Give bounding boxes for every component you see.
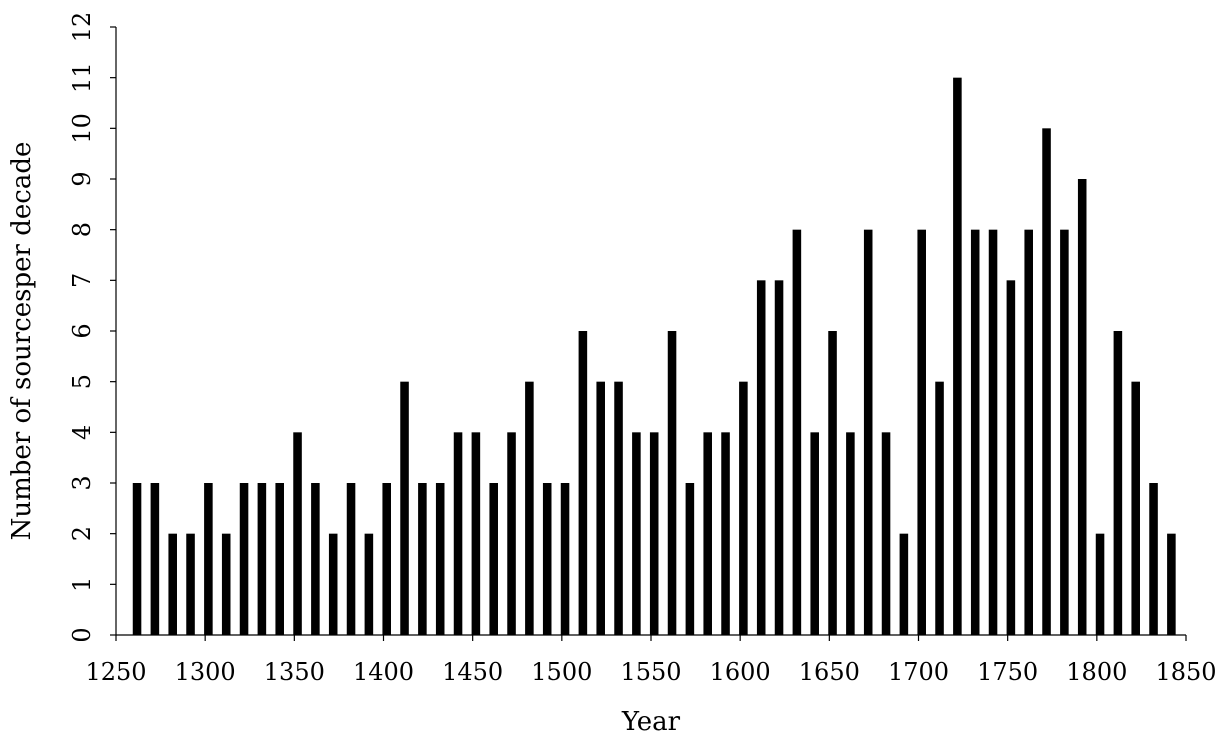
bar-1570 <box>685 483 695 635</box>
bar-1810 <box>1113 331 1123 635</box>
bar-1800 <box>1095 533 1105 635</box>
x-tick-label: 1550 <box>620 658 681 686</box>
y-tick-label: 0 <box>68 627 96 642</box>
x-axis-ticks: 1250 1300 1350 1400 1450 1500 1550 1600 1650 1700… <box>85 635 1217 686</box>
bar-1530 <box>614 381 623 635</box>
bar-1520 <box>596 381 605 635</box>
y-tick-label: 7 <box>68 273 96 288</box>
bar-1600 <box>739 381 748 635</box>
bar-1720 <box>953 77 962 636</box>
bar-1540 <box>632 432 641 635</box>
x-tick-label: 1350 <box>264 658 325 686</box>
bars-group <box>132 77 1176 636</box>
x-tick-label: 1750 <box>977 658 1038 686</box>
bar-1780 <box>1060 229 1069 636</box>
bar-1330 <box>257 483 267 635</box>
x-tick-label: 1450 <box>442 658 503 686</box>
y-tick-label: 8 <box>68 222 96 237</box>
bar-1440 <box>453 432 463 635</box>
x-tick-label: 1400 <box>353 658 414 686</box>
bar-1460 <box>489 483 498 635</box>
bar-1760 <box>1024 229 1033 636</box>
x-tick-label: 1800 <box>1066 658 1127 686</box>
bar-1710 <box>935 381 944 635</box>
bar-1270 <box>150 483 160 635</box>
bar-1640 <box>810 432 819 635</box>
y-tick-label: 12 <box>68 12 96 43</box>
bar-1740 <box>988 229 998 636</box>
y-tick-label: 10 <box>68 113 96 144</box>
bar-1750 <box>1006 280 1016 635</box>
bar-1650 <box>828 331 837 635</box>
bar-1360 <box>311 483 320 635</box>
x-tick-label: 1250 <box>85 658 146 686</box>
bar-1380 <box>346 483 356 635</box>
x-tick-label: 1850 <box>1155 658 1216 686</box>
bar-1660 <box>846 432 855 635</box>
bar-1560 <box>667 331 677 635</box>
y-tick-label: 2 <box>68 526 96 541</box>
bar-1620 <box>774 280 784 635</box>
bar-1830 <box>1149 483 1158 635</box>
bar-1550 <box>649 432 659 635</box>
bar-1820 <box>1131 381 1140 635</box>
y-axis-title: Number of sourcesper decade <box>7 142 37 541</box>
bar-1500 <box>560 483 570 635</box>
bar-1730 <box>970 229 980 636</box>
bar-1420 <box>418 483 427 635</box>
bar-1260 <box>132 483 142 635</box>
bar-1590 <box>721 432 730 635</box>
y-tick-label: 1 <box>68 577 96 592</box>
bar-1310 <box>221 533 231 635</box>
bar-1350 <box>293 432 302 635</box>
x-tick-label: 1300 <box>175 658 236 686</box>
bar-1770 <box>1042 128 1051 635</box>
x-tick-label: 1650 <box>799 658 860 686</box>
bar-1790 <box>1077 179 1087 635</box>
bar-1340 <box>275 483 284 635</box>
x-tick-label: 1700 <box>888 658 949 686</box>
bar-1610 <box>756 280 766 635</box>
y-tick-label: 4 <box>68 425 96 440</box>
bar-1410 <box>400 381 409 635</box>
bar-1450 <box>471 432 481 635</box>
y-tick-label: 11 <box>68 62 96 93</box>
bar-1400 <box>382 483 391 635</box>
y-tick-label: 9 <box>68 171 96 186</box>
bar-1300 <box>204 483 213 635</box>
bar-1840 <box>1167 533 1176 635</box>
bar-1290 <box>186 533 195 635</box>
x-axis-title: Year <box>621 707 681 737</box>
y-tick-label: 5 <box>68 374 96 389</box>
bar-1680 <box>881 432 891 635</box>
y-tick-label: 6 <box>68 323 96 338</box>
bar-1390 <box>364 533 374 635</box>
bar-1280 <box>168 533 177 635</box>
bar-1430 <box>435 483 445 635</box>
bar-1490 <box>542 483 552 635</box>
x-tick-label: 1600 <box>710 658 771 686</box>
bar-1690 <box>899 533 909 635</box>
bar-1320 <box>239 483 249 635</box>
bar-1470 <box>507 432 516 635</box>
bar-1630 <box>792 229 802 636</box>
bar-1670 <box>863 229 873 636</box>
bar-1580 <box>703 432 712 635</box>
y-tick-label: 3 <box>68 475 96 490</box>
bar-1510 <box>578 331 588 635</box>
bar-1700 <box>917 229 926 636</box>
bar-1370 <box>328 533 338 635</box>
x-tick-label: 1500 <box>531 658 592 686</box>
bar-1480 <box>525 381 534 635</box>
